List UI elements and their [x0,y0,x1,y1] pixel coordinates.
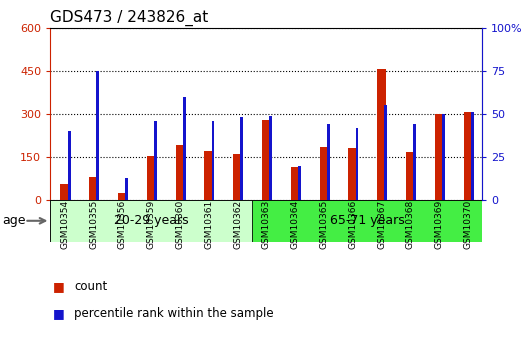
Bar [241,117,243,200]
Text: 65-71 years: 65-71 years [330,214,404,227]
Bar [68,131,70,200]
Bar [356,128,358,200]
Bar [233,154,242,200]
Text: GSM10362: GSM10362 [233,200,242,249]
Text: age: age [3,214,26,227]
Bar [175,146,184,200]
Text: GSM10359: GSM10359 [147,200,156,249]
Bar [118,193,127,200]
Bar [464,112,472,200]
Bar [262,120,271,200]
Bar [269,116,272,200]
Text: GSM10370: GSM10370 [463,200,472,249]
Bar [348,148,357,200]
Bar [406,152,414,200]
Text: GSM10355: GSM10355 [89,200,98,249]
Text: ■: ■ [53,307,65,321]
Bar [60,184,69,200]
Text: GSM10364: GSM10364 [290,200,299,249]
Text: ■: ■ [53,280,65,293]
Bar [50,200,252,242]
Bar [125,178,128,200]
Bar [252,200,482,242]
Bar [471,112,474,200]
Bar [298,166,301,200]
Text: GSM10368: GSM10368 [406,200,415,249]
Bar [320,147,328,200]
Bar [384,105,387,200]
Bar [89,177,98,200]
Text: GDS473 / 243826_at: GDS473 / 243826_at [50,10,209,26]
Text: GSM10354: GSM10354 [60,200,69,249]
Text: GSM10365: GSM10365 [320,200,329,249]
Text: 20-29 years: 20-29 years [114,214,189,227]
Bar [442,114,445,200]
Bar [291,167,299,200]
Bar [205,151,213,200]
Text: GSM10366: GSM10366 [348,200,357,249]
Bar [154,121,157,200]
Bar [211,121,215,200]
Text: GSM10360: GSM10360 [175,200,184,249]
Bar [377,69,386,200]
Bar [147,156,155,200]
Text: GSM10361: GSM10361 [204,200,213,249]
Bar [435,114,444,200]
Text: GSM10356: GSM10356 [118,200,127,249]
Bar [327,124,330,200]
Bar [183,97,186,200]
Text: GSM10363: GSM10363 [262,200,271,249]
Text: count: count [74,280,108,293]
Text: GSM10369: GSM10369 [435,200,444,249]
Text: GSM10367: GSM10367 [377,200,386,249]
Text: percentile rank within the sample: percentile rank within the sample [74,307,274,321]
Bar [413,124,416,200]
Bar [96,71,99,200]
